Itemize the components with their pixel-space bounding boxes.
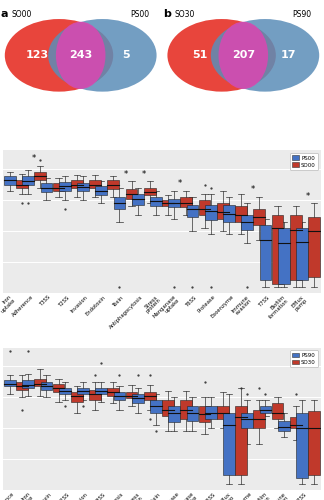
Text: *: * <box>123 170 128 179</box>
Bar <box>53 384 64 392</box>
Bar <box>278 228 290 283</box>
Bar <box>296 228 308 280</box>
Bar <box>290 216 302 280</box>
Bar <box>296 412 308 478</box>
Bar <box>4 380 16 386</box>
Bar <box>22 176 34 184</box>
Ellipse shape <box>211 19 319 92</box>
Bar <box>89 390 101 400</box>
Bar <box>144 392 156 400</box>
Bar <box>272 216 284 284</box>
Bar <box>235 406 247 474</box>
Bar <box>126 189 137 199</box>
Bar <box>290 417 302 428</box>
Bar <box>162 200 174 206</box>
Bar <box>308 218 320 278</box>
Text: 123: 123 <box>26 50 49 60</box>
Text: 51: 51 <box>192 50 208 60</box>
Bar <box>150 400 162 412</box>
Bar <box>34 172 46 180</box>
Text: *: * <box>32 154 36 164</box>
Bar <box>59 182 71 190</box>
Text: *: * <box>142 170 146 179</box>
Ellipse shape <box>48 19 156 92</box>
Bar <box>168 199 180 207</box>
Bar <box>40 382 52 390</box>
Bar <box>114 197 125 209</box>
Bar <box>168 406 180 422</box>
Bar <box>71 392 83 402</box>
Ellipse shape <box>168 19 276 92</box>
Bar <box>180 197 192 207</box>
Bar <box>132 394 144 404</box>
Bar <box>253 410 265 428</box>
Text: a: a <box>0 8 8 18</box>
Bar <box>187 406 198 420</box>
Bar <box>162 400 174 415</box>
Bar <box>308 411 320 474</box>
Bar <box>180 400 192 419</box>
Text: 5: 5 <box>122 50 129 60</box>
Text: 243: 243 <box>69 50 92 60</box>
Bar <box>241 216 253 230</box>
Text: SO30: SO30 <box>174 10 195 19</box>
Text: 207: 207 <box>232 50 255 60</box>
Bar <box>40 184 52 192</box>
Bar <box>205 205 216 220</box>
Text: *: * <box>178 179 182 188</box>
Legend: PS00, SO00: PS00, SO00 <box>290 154 318 170</box>
Bar <box>59 388 71 394</box>
Bar <box>53 182 64 190</box>
Text: 17: 17 <box>281 50 296 60</box>
Bar <box>16 382 28 390</box>
Legend: PS90, SO30: PS90, SO30 <box>290 350 318 367</box>
Bar <box>260 406 271 412</box>
Ellipse shape <box>56 22 106 89</box>
Bar <box>22 380 34 388</box>
Bar <box>71 180 83 188</box>
Bar <box>77 388 89 394</box>
Bar <box>126 392 137 398</box>
Bar <box>199 200 210 216</box>
Text: PS00: PS00 <box>130 10 149 19</box>
Bar <box>150 197 162 206</box>
Bar <box>95 186 107 195</box>
Bar <box>4 176 16 184</box>
Text: *: * <box>306 192 310 200</box>
Bar <box>217 406 229 419</box>
Bar <box>95 388 107 394</box>
Bar <box>77 182 89 192</box>
Text: *: * <box>251 186 255 194</box>
Bar <box>223 412 235 474</box>
Bar <box>144 188 156 195</box>
Bar <box>235 206 247 222</box>
Text: PS90: PS90 <box>293 10 312 19</box>
Text: b: b <box>163 8 171 18</box>
Bar <box>34 378 46 386</box>
Bar <box>205 406 216 419</box>
Bar <box>278 420 290 431</box>
Bar <box>199 406 210 422</box>
Bar <box>223 205 235 222</box>
Bar <box>132 194 144 205</box>
Bar <box>89 180 101 188</box>
Bar <box>272 404 284 419</box>
Text: SO00: SO00 <box>12 10 32 19</box>
Bar <box>16 180 28 188</box>
Bar <box>187 205 198 218</box>
Ellipse shape <box>218 22 268 89</box>
Bar <box>108 180 119 189</box>
Bar <box>108 388 119 396</box>
Bar <box>217 203 229 218</box>
Bar <box>260 225 271 280</box>
Bar <box>114 392 125 400</box>
Bar <box>253 210 265 225</box>
Ellipse shape <box>5 19 113 92</box>
Bar <box>241 412 253 428</box>
